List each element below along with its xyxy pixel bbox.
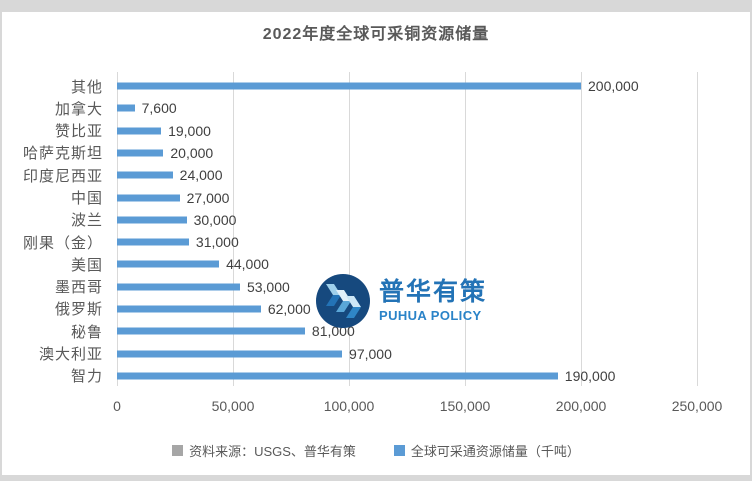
category-label: 印度尼西亚 <box>22 167 103 185</box>
watermark-text: 普华有策 PUHUA POLICY <box>379 278 488 323</box>
bar-row: 44,000 <box>117 253 697 275</box>
category-label: 波兰 <box>70 212 103 230</box>
bar <box>117 350 343 358</box>
bar <box>117 171 173 179</box>
category-label: 哈萨克斯坦 <box>22 145 103 163</box>
x-tick-label: 150,000 <box>439 398 491 414</box>
bar-value-label: 27,000 <box>186 189 230 206</box>
bar-value-label: 31,000 <box>195 234 239 251</box>
bar-row: 30,000 <box>117 209 697 231</box>
legend-item: 资料来源：USGS、普华有策 <box>172 441 356 460</box>
bar-value-label: 20,000 <box>170 144 214 161</box>
bar-row: 20,000 <box>117 142 697 164</box>
category-label: 墨西哥 <box>54 279 103 297</box>
category-label: 智力 <box>70 368 103 386</box>
bar <box>117 283 240 291</box>
bar <box>117 194 180 202</box>
legend: 资料来源：USGS、普华有策 全球可采通资源储量（千吨） <box>0 441 752 460</box>
bar-value-label: 190,000 <box>564 367 616 384</box>
bar-value-label: 44,000 <box>226 256 269 273</box>
gridline <box>581 72 582 386</box>
bar <box>117 127 162 135</box>
bar-row: 24,000 <box>117 164 697 186</box>
category-label: 澳大利亚 <box>38 346 103 364</box>
gridline <box>465 72 466 386</box>
gridline <box>697 72 698 386</box>
legend-label: 资料来源：USGS、普华有策 <box>189 444 356 459</box>
bar <box>117 327 305 335</box>
gridline <box>349 72 350 386</box>
legend-item: 全球可采通资源储量（千吨） <box>393 441 580 460</box>
bar-value-label: 19,000 <box>168 122 211 139</box>
plot-area <box>117 72 698 386</box>
bar-series: 200,000 7,600 19,000 20,000 24,000 27,000 30,0… <box>117 75 697 387</box>
category-label: 俄罗斯 <box>54 301 103 319</box>
bar <box>117 260 220 268</box>
watermark-en: PUHUA POLICY <box>379 307 482 323</box>
gridline <box>233 72 234 386</box>
bar-row: 19,000 <box>117 120 697 142</box>
category-axis: 其他加拿大赞比亚哈萨克斯坦印度尼西亚中国波兰刚果（金） 美国墨西哥俄罗斯秘鲁澳大利… <box>0 75 110 387</box>
category-label: 赞比亚 <box>54 123 103 141</box>
bar-row: 53,000 <box>117 276 697 298</box>
category-label: 美国 <box>70 256 103 274</box>
category-label: 其他 <box>70 78 103 96</box>
bar-value-label: 53,000 <box>246 278 290 295</box>
value-axis: 0 50,000 100,000 150,000 200,000 250,000 <box>113 398 722 416</box>
bar-value-label: 24,000 <box>179 167 223 184</box>
watermark: 普华有策 PUHUA POLICY <box>316 274 487 328</box>
x-tick-label: 0 <box>113 398 121 414</box>
bar-row: 31,000 <box>117 231 697 253</box>
bar <box>117 104 135 112</box>
bar-value-label: 30,000 <box>193 211 237 228</box>
x-tick-label: 50,000 <box>211 398 255 414</box>
bar-value-label: 62,000 <box>267 300 311 317</box>
x-tick-label: 250,000 <box>671 398 723 414</box>
bar-row: 7,600 <box>117 97 697 119</box>
gridline <box>117 72 118 386</box>
bar <box>117 149 164 157</box>
chart-title: 2022年度全球可采铜资源储量 <box>262 26 490 43</box>
category-label: 加拿大 <box>54 100 103 118</box>
category-label: 中国 <box>70 190 103 208</box>
bar <box>117 238 189 246</box>
bar <box>117 216 187 224</box>
bar-value-label: 200,000 <box>588 78 639 95</box>
bar-row: 97,000 <box>117 342 697 364</box>
category-label: 秘鲁 <box>70 323 103 341</box>
x-tick-label: 100,000 <box>323 398 375 414</box>
x-tick-label: 200,000 <box>555 398 607 414</box>
category-label: 刚果（金） <box>22 234 103 252</box>
watermark-cn: 普华有策 <box>379 278 488 307</box>
bar-row: 200,000 <box>117 75 697 97</box>
bar-row: 190,000 <box>117 365 697 387</box>
bar-row: 62,000 <box>117 298 697 320</box>
bar <box>117 82 581 90</box>
bar-row: 27,000 <box>117 186 697 208</box>
bar-value-label: 7,600 <box>141 100 177 117</box>
legend-label: 全球可采通资源储量（千吨） <box>410 444 580 459</box>
legend-swatch-icon <box>393 445 405 456</box>
bar-value-label: 97,000 <box>349 345 392 362</box>
puhua-logo-icon <box>316 274 370 328</box>
legend-swatch-icon <box>172 445 184 456</box>
bar <box>117 372 558 380</box>
bar <box>117 305 261 313</box>
